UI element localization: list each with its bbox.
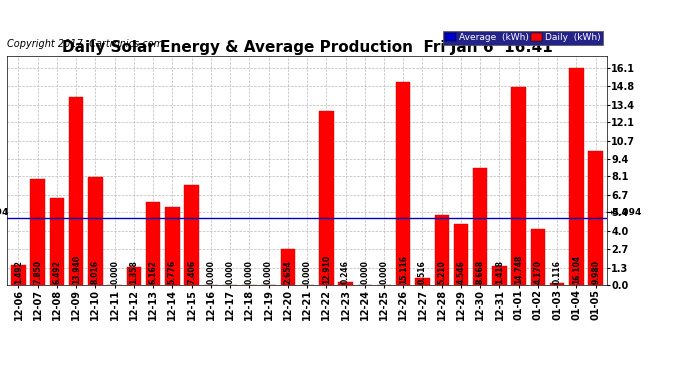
Text: 16.104: 16.104 — [572, 255, 581, 284]
Text: 13.940: 13.940 — [72, 255, 81, 284]
Text: ←4.994: ←4.994 — [0, 208, 9, 217]
Text: 0.000: 0.000 — [245, 260, 254, 284]
Text: 5.210: 5.210 — [437, 260, 446, 284]
Text: 0.000: 0.000 — [360, 260, 369, 284]
Bar — [569, 68, 584, 285]
Text: 0.116: 0.116 — [553, 260, 562, 284]
Bar — [319, 111, 333, 285]
Text: 7.850: 7.850 — [33, 260, 42, 284]
Text: 4.546: 4.546 — [457, 260, 466, 284]
Bar — [165, 207, 179, 285]
Bar — [146, 202, 160, 285]
Bar — [11, 265, 26, 285]
Bar — [531, 229, 545, 285]
Bar — [589, 151, 603, 285]
Bar — [435, 215, 449, 285]
Text: 6.162: 6.162 — [148, 260, 157, 284]
Bar — [184, 185, 199, 285]
Bar — [50, 198, 64, 285]
Bar — [473, 168, 487, 285]
Title: Daily Solar Energy & Average Production  Fri Jan 6  16:41: Daily Solar Energy & Average Production … — [61, 40, 553, 55]
Text: 4.170: 4.170 — [533, 260, 542, 284]
Text: →4.994: →4.994 — [605, 208, 642, 217]
Bar — [338, 282, 353, 285]
Text: 0.000: 0.000 — [206, 260, 215, 284]
Text: 8.016: 8.016 — [91, 260, 100, 284]
Text: 0.000: 0.000 — [380, 260, 388, 284]
Legend: Average  (kWh), Daily  (kWh): Average (kWh), Daily (kWh) — [443, 31, 602, 45]
Text: 0.000: 0.000 — [264, 260, 273, 284]
Bar — [30, 179, 45, 285]
Text: 7.406: 7.406 — [187, 260, 196, 284]
Text: 8.668: 8.668 — [475, 260, 484, 284]
Bar — [550, 284, 564, 285]
Text: 0.516: 0.516 — [418, 260, 427, 284]
Bar — [127, 267, 141, 285]
Text: 1.358: 1.358 — [130, 260, 139, 284]
Text: 1.418: 1.418 — [495, 260, 504, 284]
Text: 0.000: 0.000 — [110, 260, 119, 284]
Text: 1.492: 1.492 — [14, 260, 23, 284]
Bar — [415, 278, 430, 285]
Text: 0.000: 0.000 — [226, 260, 235, 284]
Bar — [454, 224, 469, 285]
Bar — [492, 266, 506, 285]
Bar — [511, 87, 526, 285]
Text: 15.116: 15.116 — [399, 255, 408, 284]
Text: 0.000: 0.000 — [302, 260, 312, 284]
Bar — [88, 177, 103, 285]
Text: 0.246: 0.246 — [341, 260, 350, 284]
Text: 14.748: 14.748 — [514, 255, 523, 284]
Bar — [396, 82, 411, 285]
Text: 6.492: 6.492 — [52, 260, 61, 284]
Bar — [69, 98, 83, 285]
Bar — [281, 249, 295, 285]
Text: 12.910: 12.910 — [322, 255, 331, 284]
Text: Copyright 2017  Cartronics.com: Copyright 2017 Cartronics.com — [7, 39, 163, 50]
Text: 9.980: 9.980 — [591, 260, 600, 284]
Text: 2.654: 2.654 — [284, 260, 293, 284]
Text: 5.776: 5.776 — [168, 260, 177, 284]
